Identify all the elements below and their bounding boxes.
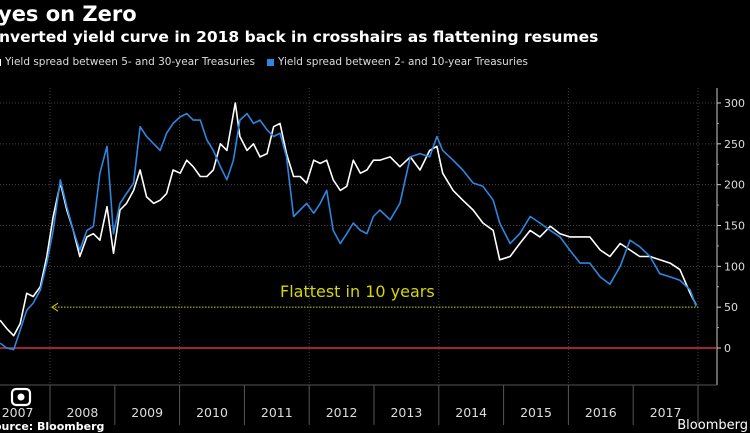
lens-dot xyxy=(17,393,25,401)
y-tick-label: 300 xyxy=(724,97,745,110)
x-tick-label: 2012 xyxy=(326,405,358,420)
legend-swatch-2-10 xyxy=(266,58,274,66)
source-note: ource: Bloomberg xyxy=(0,420,105,433)
legend-swatch-5-30 xyxy=(0,58,1,66)
x-tick-label: 2008 xyxy=(66,405,98,420)
y-tick-label: 250 xyxy=(724,138,745,151)
lens-frame xyxy=(10,387,32,407)
flattest-annotation: Flattest in 10 years xyxy=(280,282,435,301)
y-tick-label: 0 xyxy=(724,342,731,355)
legend-label-2-10: Yield spread between 2- and 10-year Trea… xyxy=(277,56,528,68)
series-line-2-10 xyxy=(0,112,697,351)
x-tick-label: 2014 xyxy=(455,405,487,420)
y-tick-label: 50 xyxy=(724,301,738,314)
lens-icon xyxy=(10,387,32,407)
y-tick-label: 200 xyxy=(724,179,745,192)
x-tick-label: 2015 xyxy=(520,405,552,420)
brand-logo: Bloomberg xyxy=(677,418,748,433)
x-tick-label: 2013 xyxy=(390,405,422,420)
legend: Yield spread between 5- and 30-year Trea… xyxy=(0,56,528,68)
x-tick-label: 2007 xyxy=(2,405,34,420)
x-tick-label: 2016 xyxy=(585,405,617,420)
y-tick-label: 150 xyxy=(724,219,745,232)
x-tick-label: 2010 xyxy=(196,405,228,420)
x-tick-label: 2009 xyxy=(131,405,163,420)
series-line-5-30 xyxy=(0,102,697,337)
chart-title: yes on Zero xyxy=(0,2,137,26)
arrow-left-icon xyxy=(51,302,59,312)
x-tick-label: 2017 xyxy=(650,405,682,420)
x-tick-label: 2011 xyxy=(261,405,293,420)
legend-label-5-30: Yield spread between 5- and 30-year Trea… xyxy=(5,56,255,68)
chart-subtitle: nverted yield curve in 2018 back in cros… xyxy=(0,28,599,46)
y-tick-label: 100 xyxy=(724,260,745,273)
